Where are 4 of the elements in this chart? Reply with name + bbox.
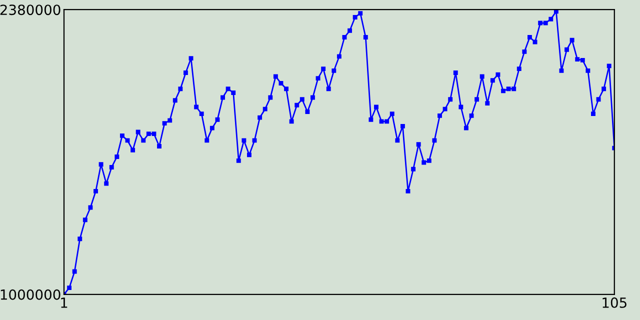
y-tick-label: 1000000 <box>0 289 60 300</box>
x-tick-label: 105 <box>602 297 626 308</box>
x-tick-label: 1 <box>61 298 68 308</box>
y-tick-label: 2380000 <box>0 4 60 16</box>
